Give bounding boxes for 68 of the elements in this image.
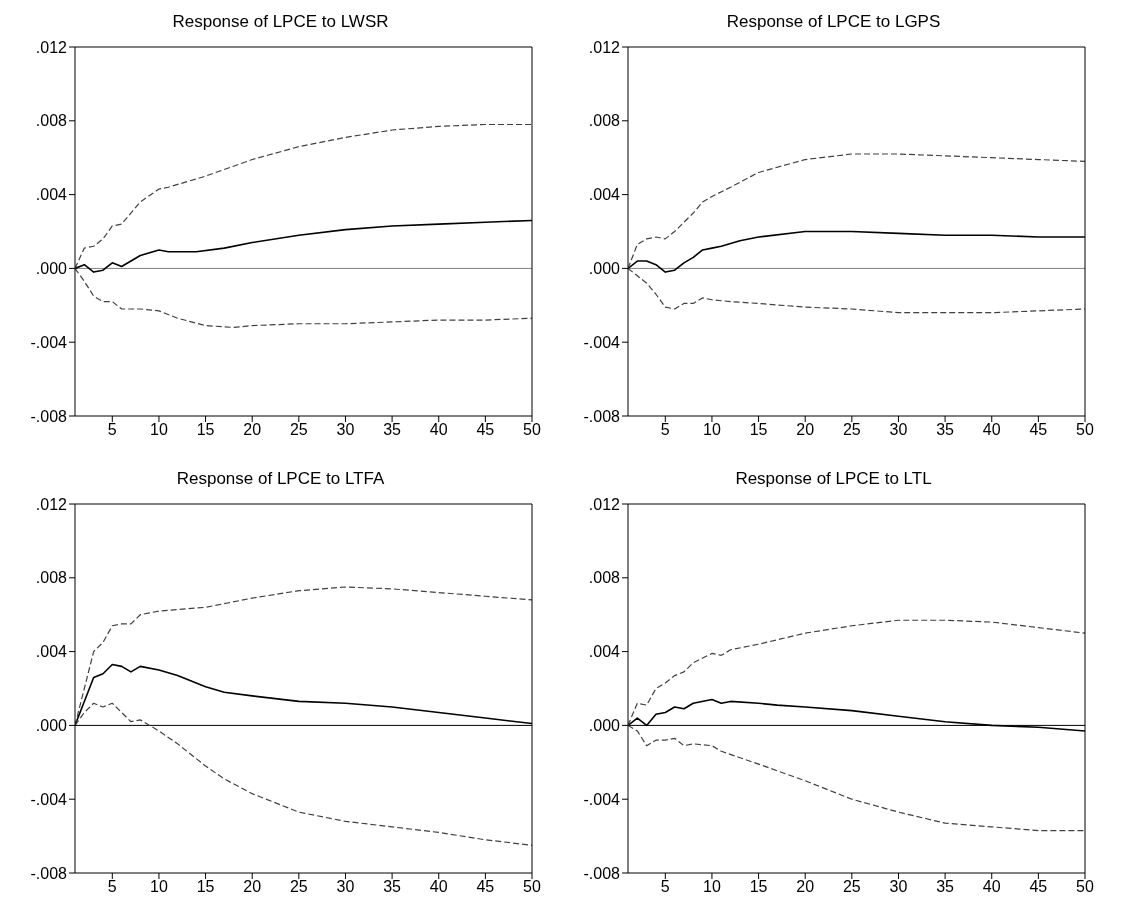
x-tick-label: 5 — [660, 421, 670, 439]
x-tick-label: 35 — [936, 421, 955, 439]
y-tick-label: .004 — [35, 186, 68, 204]
x-tick-label: 20 — [243, 421, 262, 439]
x-tick-label: 40 — [982, 421, 1001, 439]
y-tick-label: -.008 — [583, 407, 621, 425]
x-tick-label: 40 — [429, 421, 448, 439]
x-tick-label: 20 — [243, 878, 262, 896]
x-tick-label: 50 — [523, 878, 541, 896]
x-tick-label: 30 — [336, 421, 355, 439]
x-tick-label: 45 — [476, 421, 495, 439]
x-tick-label: 40 — [429, 878, 448, 896]
x-tick-label: 15 — [196, 421, 215, 439]
y-tick-label: -.004 — [583, 333, 621, 351]
x-tick-label: 10 — [703, 421, 721, 439]
x-tick-label: 25 — [289, 421, 308, 439]
y-tick-label: -.004 — [583, 790, 621, 808]
y-tick-label: .008 — [588, 112, 621, 130]
x-tick-label: 25 — [842, 878, 861, 896]
x-tick-label: 20 — [796, 878, 815, 896]
y-tick-label: .012 — [588, 495, 621, 513]
y-tick-label: .008 — [588, 569, 621, 587]
x-tick-label: 5 — [660, 878, 670, 896]
y-tick-label: -.008 — [30, 407, 68, 425]
y-tick-label: .000 — [588, 717, 621, 735]
x-tick-label: 35 — [383, 421, 402, 439]
x-tick-label: 35 — [383, 878, 402, 896]
x-tick-label: 15 — [196, 878, 215, 896]
chart-title: Response of LPCE to LWSR — [171, 11, 390, 33]
y-tick-label: .004 — [588, 186, 621, 204]
y-tick-label: .004 — [588, 643, 621, 661]
y-tick-label: .000 — [35, 717, 68, 735]
x-tick-label: 10 — [150, 421, 168, 439]
x-tick-label: 5 — [107, 878, 117, 896]
chart-title: Response of LPCE to LGPS — [725, 11, 942, 33]
y-tick-label: .008 — [35, 569, 68, 587]
y-tick-label: -.008 — [30, 864, 68, 882]
y-tick-label: -.004 — [30, 790, 68, 808]
y-tick-label: .000 — [588, 260, 621, 278]
x-tick-label: 30 — [889, 421, 908, 439]
y-tick-label: -.004 — [30, 333, 68, 351]
x-tick-label: 30 — [336, 878, 355, 896]
chart-title: Response of LPCE to LTL — [734, 468, 933, 490]
x-tick-label: 45 — [1029, 878, 1048, 896]
y-tick-label: .012 — [35, 38, 68, 56]
x-tick-label: 35 — [936, 878, 955, 896]
y-tick-label: .008 — [35, 112, 68, 130]
x-tick-label: 10 — [150, 878, 168, 896]
x-tick-label: 5 — [107, 421, 117, 439]
x-tick-label: 50 — [1076, 878, 1094, 896]
x-tick-label: 40 — [982, 878, 1001, 896]
x-tick-label: 25 — [842, 421, 861, 439]
x-tick-label: 20 — [796, 421, 815, 439]
chart-title: Response of LPCE to LTFA — [175, 468, 386, 490]
x-tick-label: 15 — [749, 421, 768, 439]
x-tick-label: 25 — [289, 878, 308, 896]
y-tick-label: .012 — [35, 495, 68, 513]
y-tick-label: .012 — [588, 38, 621, 56]
x-tick-label: 45 — [476, 878, 495, 896]
x-tick-label: 10 — [703, 878, 721, 896]
x-tick-label: 45 — [1029, 421, 1048, 439]
y-tick-label: .000 — [35, 260, 68, 278]
x-tick-label: 15 — [749, 878, 768, 896]
x-tick-label: 50 — [523, 421, 541, 439]
x-tick-label: 30 — [889, 878, 908, 896]
x-tick-label: 50 — [1076, 421, 1094, 439]
y-tick-label: -.008 — [583, 864, 621, 882]
y-tick-label: .004 — [35, 643, 68, 661]
